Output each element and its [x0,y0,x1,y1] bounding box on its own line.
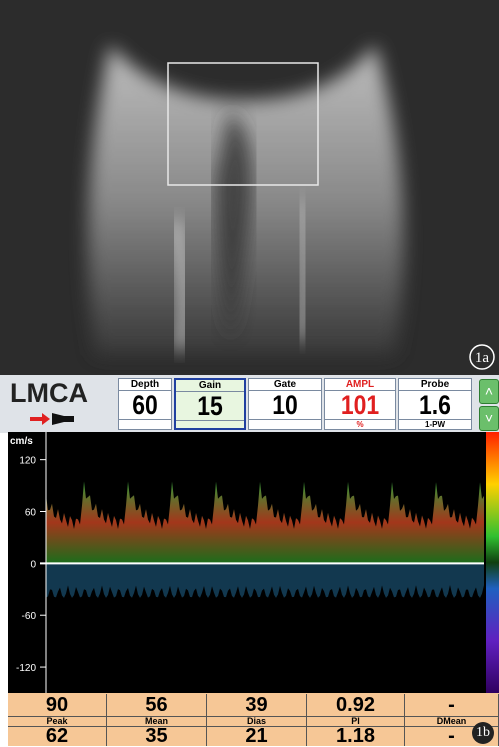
setting-value: 10 [254,391,315,419]
setting-sub: 1-PW [399,419,471,430]
scroll-down-button[interactable]: ˅ [479,406,499,431]
vessel-label: LMCA [10,378,88,409]
setting-value: 15 [181,392,239,420]
setting-sub: % [325,419,395,430]
measurement-value: 90 [8,694,107,716]
probe-icon [30,410,80,428]
measurement-value: 62 [8,726,107,746]
y-tick-label: 120 [19,456,36,467]
y-tick-label: 60 [25,508,37,519]
measurement-value: - [405,694,499,716]
measurement-value: 39 [207,694,307,716]
measurement-value: 21 [207,726,307,746]
ultrasound-image: 1a [0,0,499,375]
measurement-value: 35 [107,726,207,746]
measurement-value: 0.92 [307,694,405,716]
y-tick-label: 0 [30,559,36,570]
spectrum: cm/s 120 60 0 -60 -120 [0,432,499,693]
panel-label: 1b [472,722,494,744]
setting-sub [249,419,321,430]
unit-label: cm/s [10,436,33,447]
page: 1a LMCA Depth60Gain15Gate10AMPL101%Probe… [0,0,499,746]
setting-sub [176,420,244,431]
scroll-up-button[interactable]: ˄ [479,379,499,404]
y-tick-label: -60 [22,611,37,622]
measurement-value: 56 [107,694,207,716]
panel-label: 1a [475,350,490,366]
setting-value: 101 [330,391,390,419]
measurement-value: 1.18 [307,726,405,746]
setting-sub [119,419,171,430]
setting-value: 1.6 [404,391,465,419]
setting-value: 60 [123,391,167,419]
y-tick-label: -120 [16,663,36,674]
